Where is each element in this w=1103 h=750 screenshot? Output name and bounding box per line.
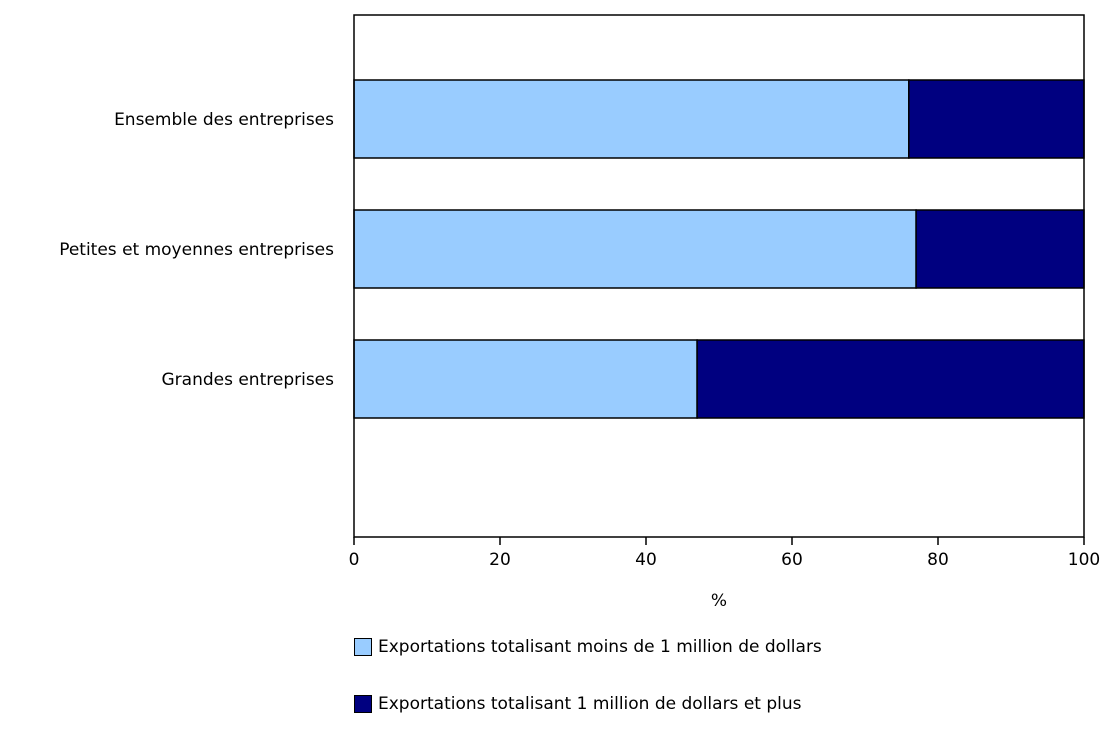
plot-frame xyxy=(353,14,1085,538)
x-tick-label: 100 xyxy=(1068,550,1100,570)
bar-segment xyxy=(353,339,698,419)
legend: Exportations totalisant moins de 1 milli… xyxy=(354,636,822,750)
legend-label: Exportations totalisant 1 million de dol… xyxy=(378,694,802,714)
x-tick-label: 80 xyxy=(927,550,949,570)
x-tick-label: 20 xyxy=(489,550,511,570)
bar-segment xyxy=(353,79,910,159)
bars-group xyxy=(353,79,1085,419)
bar-segment xyxy=(915,209,1085,289)
category-label: Ensemble des entreprises xyxy=(114,110,334,130)
category-label: Petites et moyennes entreprises xyxy=(59,240,334,260)
category-label: Grandes entreprises xyxy=(161,370,334,390)
category-labels: Ensemble des entreprises Petites et moyen… xyxy=(59,110,334,390)
legend-swatch xyxy=(354,638,372,656)
x-axis-ticks: 0 20 40 60 80 100 xyxy=(349,537,1100,570)
stacked-bar-chart: 0 20 40 60 80 100 Ensemble des entreprises Pet… xyxy=(59,14,1100,611)
legend-swatch xyxy=(354,695,372,713)
bar-segment xyxy=(696,339,1085,419)
x-axis-title: % xyxy=(711,591,727,611)
x-tick-label: 40 xyxy=(635,550,657,570)
legend-label: Exportations totalisant moins de 1 milli… xyxy=(378,637,822,657)
legend-item-under-1m: Exportations totalisant moins de 1 milli… xyxy=(354,636,822,658)
x-tick-label: 0 xyxy=(349,550,360,570)
x-tick-label: 60 xyxy=(781,550,803,570)
bar-segment xyxy=(908,79,1085,159)
legend-item-1m-plus: Exportations totalisant 1 million de dol… xyxy=(354,693,822,715)
bar-segment xyxy=(353,209,917,289)
